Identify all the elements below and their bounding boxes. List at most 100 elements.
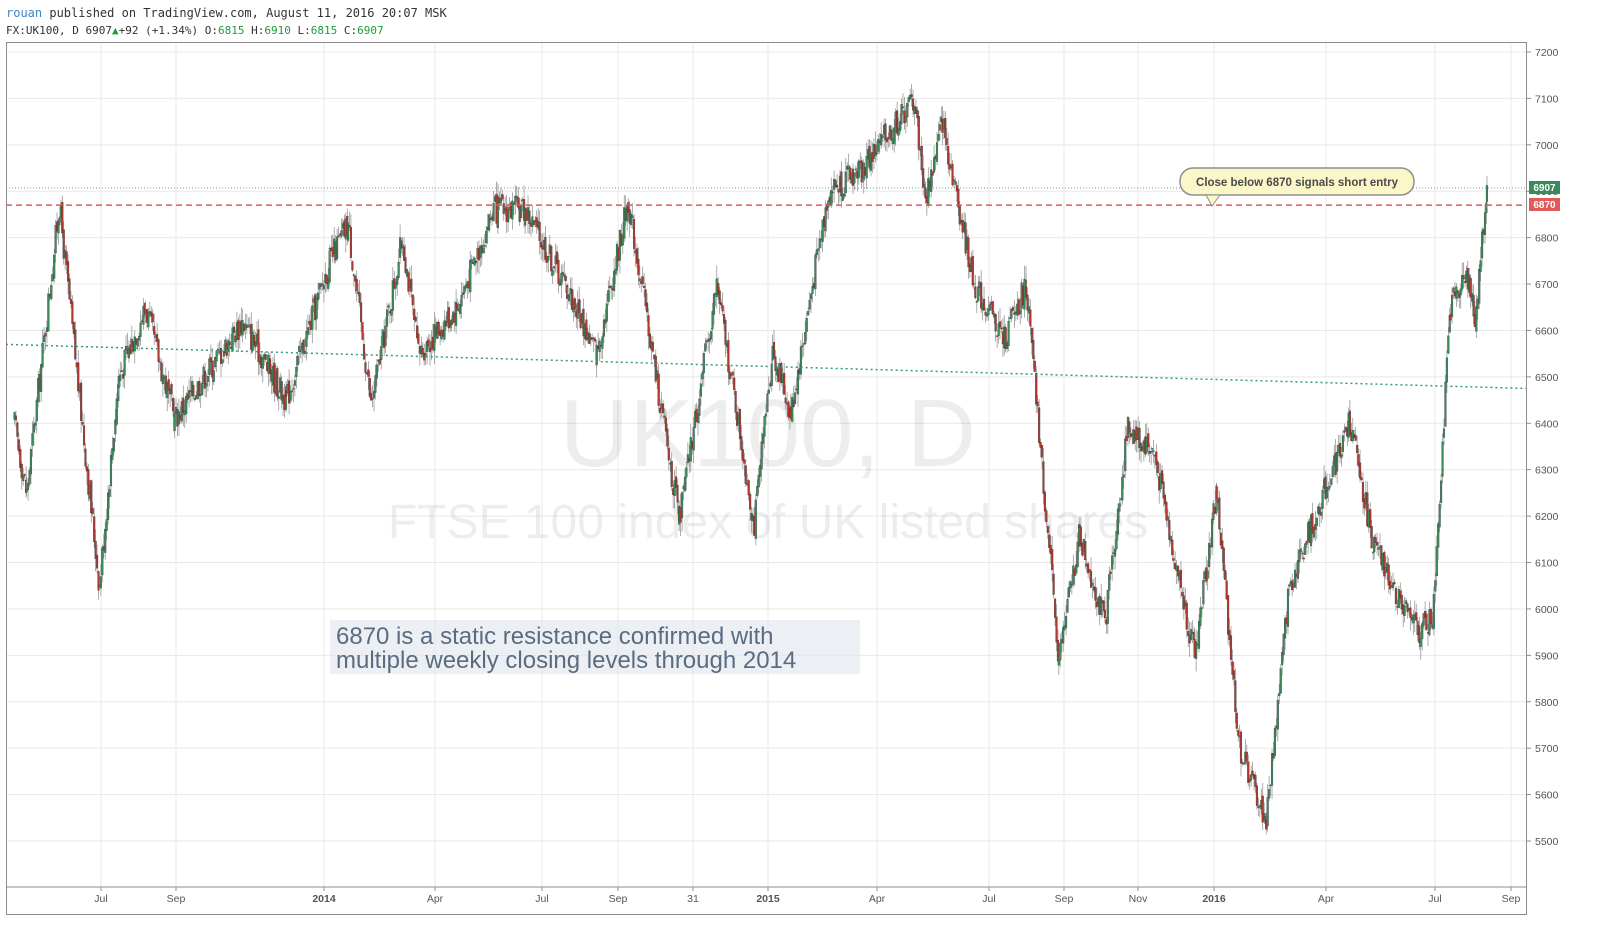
candle-body bbox=[302, 339, 305, 354]
candle-body bbox=[733, 377, 736, 390]
candle-body bbox=[667, 447, 670, 461]
candle-body bbox=[971, 256, 974, 286]
candle-body bbox=[749, 494, 752, 510]
x-tick-label: Sep bbox=[609, 893, 628, 905]
candle-body bbox=[540, 241, 543, 248]
high-value: 6910 bbox=[264, 24, 291, 37]
candle-body bbox=[783, 372, 786, 395]
candle-body bbox=[1341, 435, 1344, 452]
callout-bubble[interactable]: Close below 6870 signals short entry bbox=[1179, 167, 1415, 207]
candle-body bbox=[1055, 616, 1058, 643]
candle-body bbox=[1389, 580, 1392, 590]
candle-body bbox=[756, 486, 759, 497]
x-tick-label: 2015 bbox=[756, 893, 780, 905]
candle-body bbox=[731, 371, 734, 376]
candle-body bbox=[1235, 712, 1238, 729]
candle-body bbox=[632, 218, 636, 249]
candle-body bbox=[702, 352, 705, 374]
candle-body bbox=[1397, 588, 1400, 608]
candle-body bbox=[380, 346, 383, 360]
candle-body bbox=[900, 104, 903, 125]
last-price-value: 6907 bbox=[1533, 183, 1556, 194]
candle-body bbox=[747, 480, 750, 496]
y-tick-label: 5500 bbox=[1535, 836, 1559, 848]
candle-body bbox=[670, 461, 673, 487]
candle-body bbox=[998, 321, 1002, 328]
candle-body bbox=[1033, 360, 1036, 372]
candle-body bbox=[582, 308, 585, 337]
candle-body bbox=[157, 339, 160, 362]
candle-body bbox=[1025, 285, 1028, 298]
candle-body bbox=[348, 225, 351, 228]
candle-body bbox=[361, 322, 364, 340]
candle-body bbox=[336, 236, 339, 259]
candle-body bbox=[423, 352, 426, 361]
candle-body bbox=[831, 191, 834, 194]
candle-body bbox=[1048, 534, 1051, 548]
candle-body bbox=[1237, 730, 1240, 736]
candle-body bbox=[817, 248, 820, 251]
candle-body bbox=[538, 221, 541, 241]
candle-body bbox=[1195, 641, 1198, 659]
candle-body bbox=[147, 312, 150, 328]
candle-body bbox=[1042, 461, 1045, 494]
change-value: +92 (+1.34%) bbox=[118, 24, 199, 37]
low-label: L: bbox=[297, 24, 311, 37]
candle-body bbox=[1374, 537, 1377, 543]
candle-body bbox=[681, 492, 684, 519]
candle-body bbox=[1254, 775, 1257, 787]
candle-body bbox=[984, 312, 987, 316]
candle-body bbox=[492, 203, 495, 222]
candle-body bbox=[1215, 485, 1218, 500]
candle-body bbox=[1138, 427, 1141, 448]
candle-body bbox=[421, 348, 424, 355]
candle-body bbox=[646, 302, 649, 313]
candle-body bbox=[598, 340, 601, 352]
candle-body bbox=[209, 357, 212, 362]
candle-body bbox=[340, 230, 343, 237]
candle-body bbox=[327, 278, 330, 289]
candle-body bbox=[384, 325, 387, 346]
candle-body bbox=[482, 247, 485, 253]
candle-body bbox=[764, 413, 768, 417]
candle-body bbox=[896, 110, 899, 134]
candle-body bbox=[203, 370, 207, 389]
candle-body bbox=[1165, 501, 1168, 521]
candle-body bbox=[875, 152, 878, 154]
candle-body bbox=[1219, 532, 1222, 546]
candle-body bbox=[109, 455, 113, 487]
candle-body bbox=[711, 311, 714, 330]
candle-body bbox=[443, 320, 446, 340]
candle-body bbox=[514, 195, 517, 205]
candle-body bbox=[1076, 541, 1079, 568]
candle-body bbox=[1187, 631, 1190, 636]
candle-body bbox=[1372, 551, 1375, 554]
candle-body bbox=[644, 289, 647, 307]
candle-body bbox=[720, 302, 723, 306]
candle-body bbox=[784, 397, 787, 404]
static-resistance-note[interactable]: 6870 is a static resistance confirmed wi… bbox=[330, 620, 860, 674]
candle-body bbox=[1445, 357, 1448, 383]
candle-body bbox=[1472, 295, 1475, 317]
candle-body bbox=[1190, 629, 1193, 640]
author-link[interactable]: rouan bbox=[6, 6, 43, 20]
candle-body bbox=[1444, 381, 1447, 427]
candle-body bbox=[1261, 795, 1264, 823]
candle-body bbox=[211, 360, 214, 378]
candle-body bbox=[1036, 401, 1039, 407]
candle-body bbox=[630, 213, 633, 225]
candle-body bbox=[374, 375, 377, 393]
candle-body bbox=[228, 341, 231, 346]
candle-body bbox=[898, 121, 902, 132]
candle-body bbox=[550, 245, 553, 272]
candle-body bbox=[1181, 591, 1184, 597]
candle-body bbox=[1312, 526, 1315, 538]
candle-body bbox=[1268, 789, 1271, 799]
candle-body bbox=[834, 180, 837, 188]
resistance-price-value: 6870 bbox=[1533, 200, 1556, 211]
candle-body bbox=[885, 138, 889, 143]
candle-body bbox=[689, 437, 692, 462]
candle-body bbox=[814, 254, 817, 290]
candle-body bbox=[1008, 317, 1012, 320]
